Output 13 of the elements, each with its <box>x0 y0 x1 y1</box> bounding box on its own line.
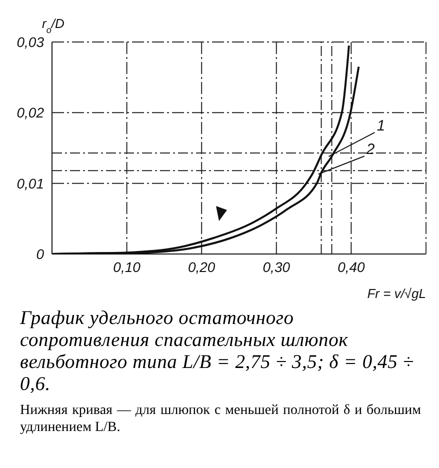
x-tick-label: 0,10 <box>113 258 141 275</box>
y-axis-title: r$_{o}$/D <box>42 16 64 35</box>
x-tick-label: 0,40 <box>338 258 366 275</box>
text: Нижняя кривая — для шлюпок с меньшей полнотой δ и большим удлинением L/B. <box>20 402 421 436</box>
y-tick-label: 0,03 <box>16 34 44 50</box>
text: График удельного остаточного сопротивления спасательных шлюпок вельботного типа L/B = 2,75 ÷ 3,5; δ = 0,45 ÷ 0,6. <box>20 308 415 396</box>
x-tick-label: 0,30 <box>262 258 290 275</box>
y-tick-label: 0,01 <box>16 175 44 192</box>
x-tick-label: 0,20 <box>188 258 216 275</box>
y-tick-label: 0 <box>36 246 44 262</box>
x-axis-title: Fr = v/√gL <box>367 286 426 301</box>
annotation: 1 <box>376 117 386 134</box>
y-tick-label: 0,02 <box>16 104 44 121</box>
